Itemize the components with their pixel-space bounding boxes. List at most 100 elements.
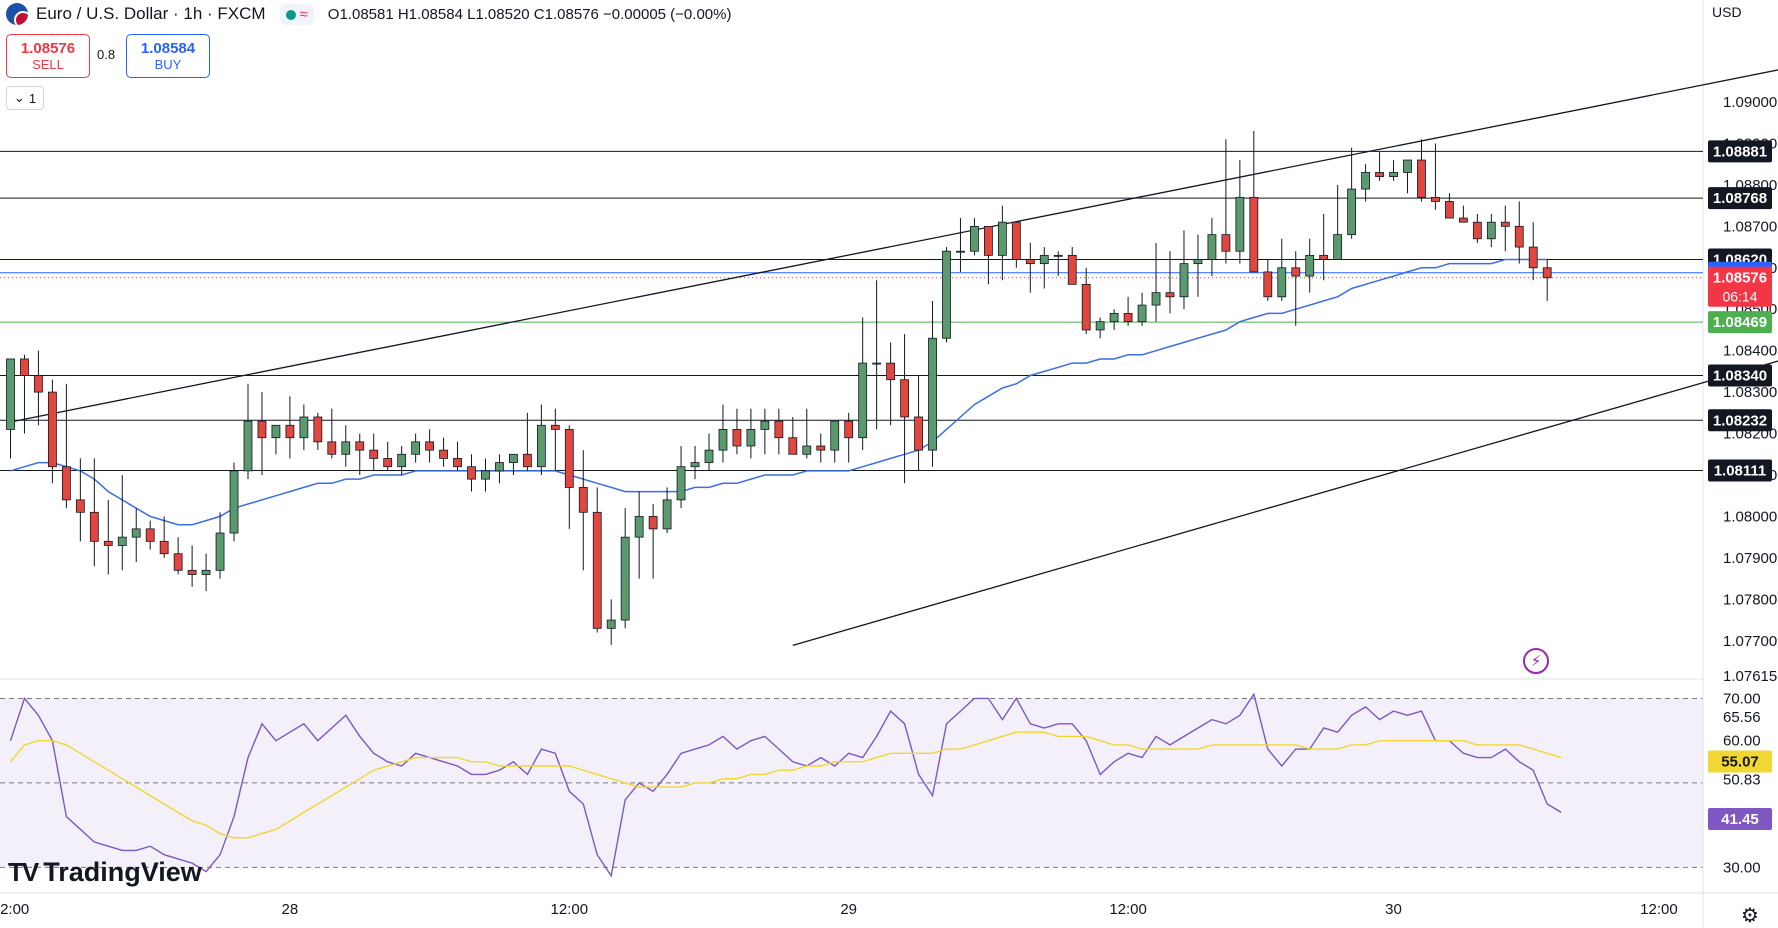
level-badge: 1.08469 <box>1708 311 1772 334</box>
candle <box>1123 296 1133 326</box>
rsi-line <box>9 692 1562 878</box>
current-price-badge: 1.08576 06:14 <box>1708 266 1772 307</box>
candle-body <box>536 424 546 468</box>
candle-body <box>61 466 71 501</box>
candle <box>1403 159 1412 194</box>
level-badge-text: 1.08111 <box>1714 462 1767 479</box>
symbol-title[interactable]: Euro / U.S. Dollar · 1h · FXCM <box>36 4 266 23</box>
level-badge-text: 1.08768 <box>1713 190 1767 207</box>
candle-body <box>1123 312 1133 323</box>
gear-icon[interactable]: ⚙ <box>1741 905 1759 927</box>
candle <box>984 225 993 285</box>
candle <box>1431 143 1440 210</box>
candle-body <box>173 553 183 571</box>
candle <box>522 412 532 471</box>
candle <box>285 396 295 459</box>
candle <box>509 453 518 476</box>
candle-body <box>550 424 560 430</box>
candle-body <box>592 511 602 629</box>
candle <box>1500 205 1510 252</box>
status-pill[interactable]: ≈ <box>279 3 314 25</box>
candle <box>1095 317 1105 339</box>
candle <box>215 512 225 579</box>
candle <box>61 383 71 509</box>
candle <box>1053 251 1063 277</box>
rsi-tick-label: 50.83 <box>1723 771 1761 788</box>
wave-icon: ≈ <box>299 5 308 23</box>
rsi-ma-badge-text: 55.07 <box>1721 753 1759 770</box>
sell-price: 1.08576 <box>20 40 76 57</box>
level-badge: 1.08111 <box>1708 459 1772 482</box>
candle-body <box>369 449 379 459</box>
candle <box>439 437 448 467</box>
candle <box>956 218 965 272</box>
countdown-text: 06:14 <box>1722 289 1757 305</box>
candle-body <box>732 429 742 447</box>
candle-body <box>886 362 896 381</box>
candle <box>257 392 267 476</box>
candle-body <box>788 437 798 455</box>
level-badge: 1.08340 <box>1708 364 1772 387</box>
candle-body <box>1067 254 1077 285</box>
candle-body <box>425 441 435 451</box>
candle <box>20 354 29 434</box>
price-tick-label: 1.07700 <box>1723 633 1777 650</box>
candle-body <box>467 466 476 480</box>
candle <box>1319 213 1329 281</box>
candle <box>1221 139 1231 264</box>
time-tick-label: 28 <box>282 901 299 918</box>
sell-button[interactable]: 1.08576 SELL <box>6 34 90 78</box>
candle-body <box>1193 259 1203 265</box>
indicator-count: 1 <box>28 90 37 106</box>
candle <box>383 441 393 471</box>
candle <box>578 450 588 571</box>
candle-body <box>271 424 281 439</box>
candle <box>327 408 337 459</box>
rsi-badge-text: 41.45 <box>1721 811 1759 828</box>
brand-wordmark: TradingView <box>43 857 202 887</box>
buy-button[interactable]: 1.08584 BUY <box>126 34 210 78</box>
candle <box>481 458 490 492</box>
lightning-icon[interactable]: ⚡ <box>1523 648 1549 674</box>
candle-body <box>1277 267 1287 298</box>
candle-body <box>1500 221 1510 227</box>
candle-body <box>1207 234 1217 260</box>
candle <box>299 404 309 451</box>
candle <box>187 545 197 587</box>
time-tick-label: 12:00 <box>0 901 29 918</box>
candle-body <box>159 540 169 555</box>
candle-body <box>187 569 197 575</box>
current-price-text: 1.08576 <box>1713 270 1767 287</box>
rsi-ma-badge-bg <box>1708 750 1772 773</box>
candle-body <box>1458 217 1468 223</box>
candle <box>1039 247 1049 289</box>
candle <box>1179 230 1189 310</box>
candle <box>425 429 435 463</box>
candle-body <box>648 516 658 530</box>
candle-body <box>1403 159 1412 173</box>
candle <box>592 487 602 633</box>
level-badge-bg <box>1708 311 1772 334</box>
candle-body <box>900 379 909 418</box>
candle-body <box>1472 221 1482 240</box>
candle-body <box>634 516 644 538</box>
level-badge: 1.08881 <box>1708 140 1772 163</box>
candle <box>774 408 784 455</box>
ohlc-values: O1.08581 H1.08584 L1.08520 C1.08576 −0.0… <box>327 5 732 23</box>
candle <box>648 504 658 579</box>
candle-body <box>20 358 29 376</box>
candle <box>1277 238 1287 301</box>
collapse-indicators-button[interactable]: ⌄ 1 <box>6 86 44 110</box>
candle <box>1486 213 1496 248</box>
candle <box>453 441 462 471</box>
candle-body <box>1081 283 1091 331</box>
candle <box>48 379 57 484</box>
time-tick-label: 12:00 <box>1109 901 1147 918</box>
candle-body <box>522 453 532 468</box>
candle-body <box>1417 159 1426 198</box>
candle <box>1361 164 1370 202</box>
candle-body <box>1361 172 1370 190</box>
candle-body <box>509 453 518 463</box>
currency-selector[interactable]: USD <box>1712 4 1742 20</box>
